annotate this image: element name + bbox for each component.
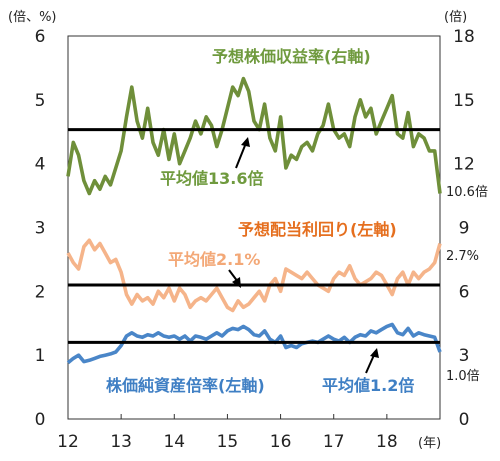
left-axis-tick-label: 1 [35,346,46,366]
x-axis-tick-label: 14 [163,432,185,452]
right-axis-tick-label: 12 [453,155,475,175]
pe-series-label: 予想株価収益率(右軸) [212,47,371,66]
left-axis-tick-label: 3 [35,219,46,239]
x-axis-tick-label: 17 [323,432,345,452]
dy-mean-arrow-head [232,277,241,288]
dy-end-label: 2.7% [446,249,479,264]
right-axis-unit-label: (倍) [444,10,467,25]
x-axis-ticks: 12 13 14 15 16 17 18 [57,414,398,452]
right-axis-ticks: 0 3 6 9 12 15 18 [453,27,475,430]
pe-mean-arrow [235,142,247,169]
pb-end-label: 1.0倍 [446,369,480,384]
pb-mean-label: 平均値1.2倍 [322,376,414,395]
right-axis-tick-label: 18 [453,27,475,47]
left-axis-unit-label: (倍、%) [8,10,57,25]
left-axis-tick-label: 0 [35,410,46,430]
x-axis-unit-label: (年) [418,436,441,451]
plot-area-frame [67,35,441,420]
mean-lines [68,128,440,344]
left-axis-tick-label: 4 [35,155,46,175]
dy-series-line [66,238,442,313]
x-axis-tick-label: 16 [270,432,292,452]
pb-series-line [66,322,442,365]
pb-mean-arrow [365,354,375,374]
x-axis-tick-label: 13 [110,432,132,452]
right-axis-tick-label: 6 [459,282,470,302]
x-axis-tick-label: 12 [57,432,79,452]
pb-series-label: 株価純資産倍率(左軸) [106,376,265,395]
left-axis-tick-label: 5 [35,91,46,111]
right-axis-tick-label: 15 [453,91,475,111]
right-axis-tick-label: 3 [459,346,470,366]
pe-mean-label: 平均値13.6倍 [160,169,263,188]
left-axis-ticks: 0 1 2 3 4 5 6 [35,27,46,430]
left-axis-tick-label: 2 [35,282,46,302]
x-axis-tick-label: 18 [376,432,398,452]
left-axis-tick-label: 6 [35,27,46,47]
right-axis-tick-label: 9 [459,219,470,239]
x-axis-tick-label: 15 [217,432,239,452]
dy-series-label: 予想配当利回り(左軸) [238,220,397,239]
pb-mean-arrow-head [370,348,379,358]
dy-mean-label: 平均値2.1% [168,250,260,269]
right-axis-tick-label: 0 [459,410,470,430]
pe-mean-arrow-head [241,137,250,147]
pe-end-label: 10.6倍 [446,185,488,200]
